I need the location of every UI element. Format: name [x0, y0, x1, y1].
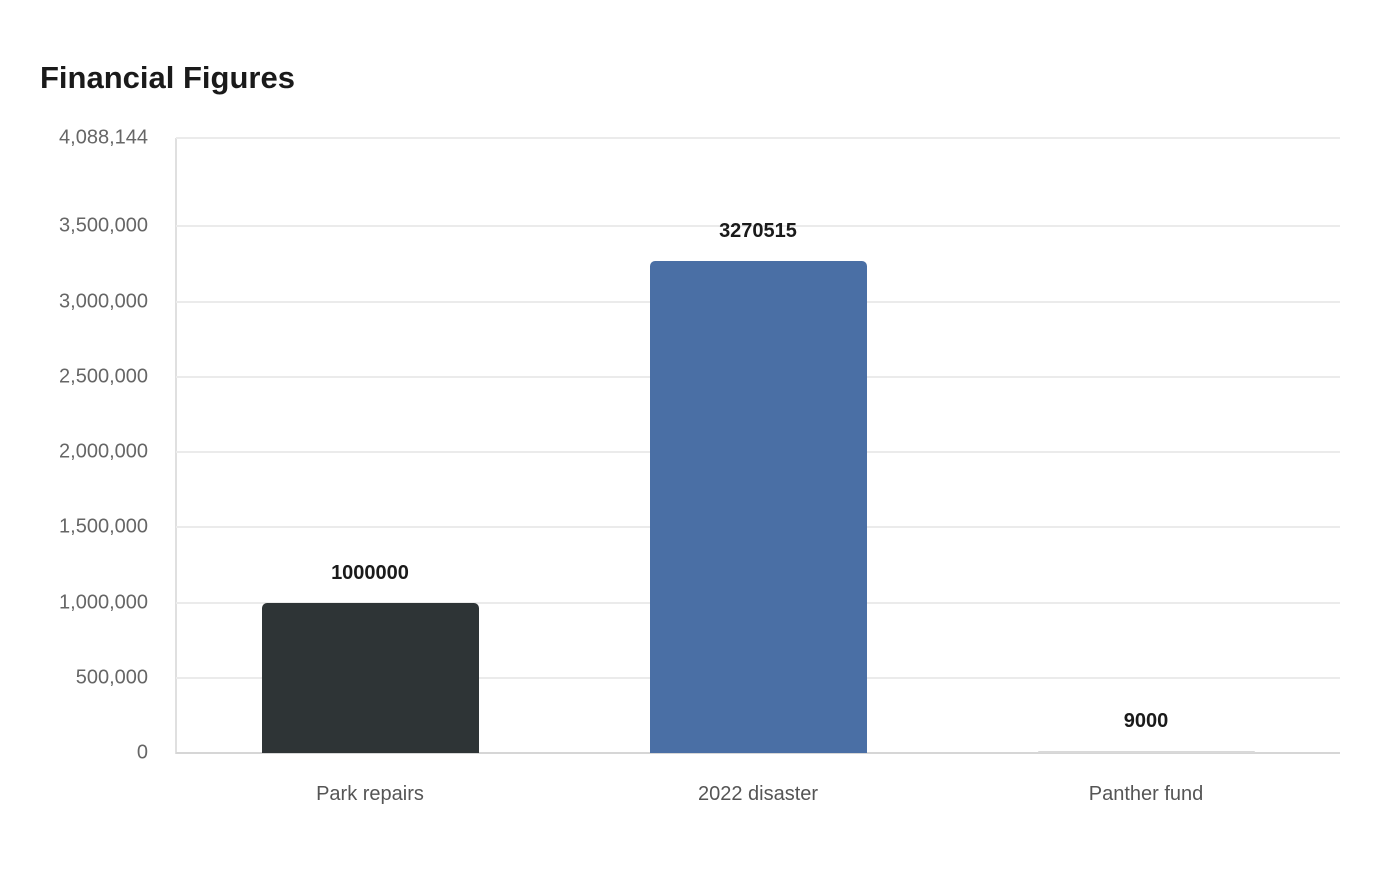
y-tick-label: 2,000,000	[59, 440, 148, 463]
bar-value-label: 9000	[1123, 710, 1169, 732]
bar-panther-fund[interactable]	[1037, 751, 1255, 753]
chart-title: Financial Figures	[40, 60, 295, 95]
bar-value-label: 3270515	[719, 220, 797, 242]
y-axis-line	[175, 138, 177, 754]
y-tick-label: 3,500,000	[59, 214, 148, 237]
x-category-label: Park repairs	[316, 783, 424, 805]
gridline	[176, 137, 1340, 139]
bar-2022-disaster[interactable]	[649, 261, 867, 753]
y-tick-label: 4,088,144	[59, 126, 148, 149]
y-tick-label: 0	[136, 741, 148, 764]
y-tick-label: 1,500,000	[59, 515, 148, 538]
y-tick-label: 2,500,000	[59, 365, 148, 388]
bar-value-label: 1000000	[331, 561, 409, 584]
x-category-label: Panther fund	[1088, 783, 1204, 805]
x-axis-line	[176, 752, 1340, 754]
x-category-label: 2022 disaster	[697, 783, 819, 805]
bar-park-repairs[interactable]	[261, 602, 479, 753]
gridline	[176, 225, 1340, 228]
y-tick-label: 500,000	[75, 666, 148, 689]
y-tick-label: 3,000,000	[59, 290, 148, 313]
y-tick-label: 1,000,000	[59, 591, 148, 614]
